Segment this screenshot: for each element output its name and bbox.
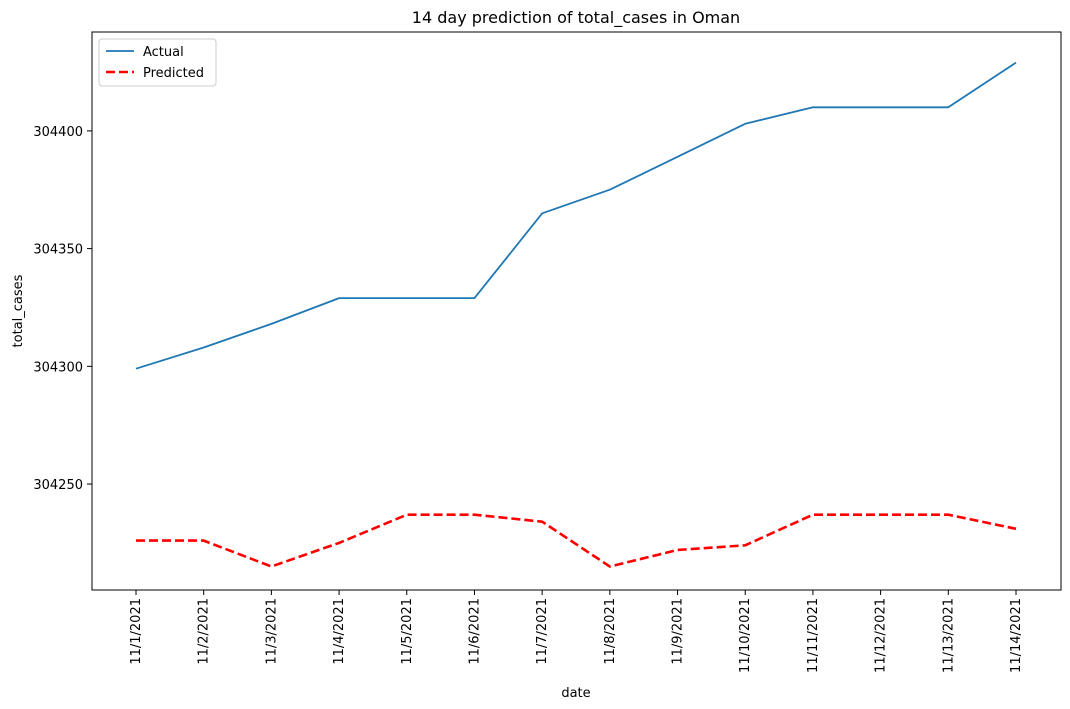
plot-frame	[91, 31, 1062, 591]
x-tick-label: 11/10/2021	[738, 598, 753, 673]
x-axis-label: date	[561, 686, 590, 701]
x-tick-label: 11/2/2021	[197, 598, 212, 665]
series-lines	[135, 61, 1017, 568]
x-tick-label: 11/14/2021	[1009, 598, 1024, 673]
x-tick-label: 11/7/2021	[535, 598, 550, 665]
x-tick-label: 11/1/2021	[129, 598, 144, 665]
x-axis: 11/1/2021 11/2/2021 11/3/2021 11/4/2021 11/5…	[129, 590, 1024, 673]
y-tick-label: 304300	[33, 360, 83, 375]
x-tick-label: 11/12/2021	[874, 598, 889, 673]
x-tick-label: 11/3/2021	[264, 598, 279, 665]
series-line-predicted	[136, 513, 1017, 568]
x-tick-label: 11/9/2021	[671, 598, 686, 665]
x-tick-label: 11/13/2021	[941, 598, 956, 673]
y-tick-label: 304350	[33, 243, 83, 258]
legend-actual-label: Actual	[143, 45, 184, 60]
y-axis-label: total_cases	[11, 274, 26, 347]
x-tick-label: 11/11/2021	[806, 598, 821, 673]
legend: Actual Predicted	[98, 38, 217, 87]
legend-predicted-label: Predicted	[143, 66, 204, 81]
x-tick-label: 11/6/2021	[467, 598, 482, 665]
x-tick-label: 11/8/2021	[603, 598, 618, 665]
y-axis: 304250 304300 304350 304400	[33, 125, 92, 493]
x-tick-label: 11/4/2021	[332, 598, 347, 665]
y-tick-label: 304400	[33, 125, 83, 140]
x-tick-label: 11/5/2021	[400, 598, 415, 665]
y-tick-label: 304250	[33, 478, 83, 493]
series-line-actual	[135, 61, 1017, 370]
chart-title: 14 day prediction of total_cases in Oman	[412, 8, 740, 28]
